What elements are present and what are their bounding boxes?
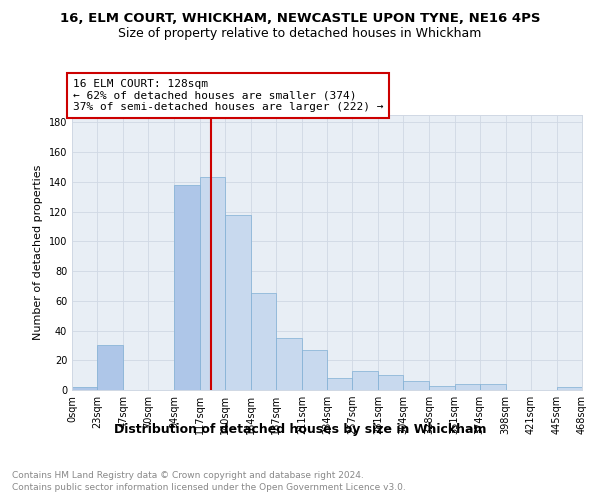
Bar bbox=[557, 387, 582, 390]
Bar bbox=[175, 185, 200, 390]
Bar bbox=[403, 381, 430, 390]
Bar bbox=[199, 178, 224, 390]
Text: Distribution of detached houses by size in Whickham: Distribution of detached houses by size … bbox=[114, 422, 486, 436]
Text: 16 ELM COURT: 128sqm
← 62% of detached houses are smaller (374)
37% of semi-deta: 16 ELM COURT: 128sqm ← 62% of detached h… bbox=[73, 79, 383, 112]
Bar bbox=[455, 384, 479, 390]
Text: Contains HM Land Registry data © Crown copyright and database right 2024.: Contains HM Land Registry data © Crown c… bbox=[12, 471, 364, 480]
Bar bbox=[430, 386, 455, 390]
Text: 16, ELM COURT, WHICKHAM, NEWCASTLE UPON TYNE, NE16 4PS: 16, ELM COURT, WHICKHAM, NEWCASTLE UPON … bbox=[60, 12, 540, 26]
Text: Contains public sector information licensed under the Open Government Licence v3: Contains public sector information licen… bbox=[12, 484, 406, 492]
Bar bbox=[72, 387, 97, 390]
Y-axis label: Number of detached properties: Number of detached properties bbox=[33, 165, 43, 340]
Bar bbox=[97, 346, 123, 390]
Text: Size of property relative to detached houses in Whickham: Size of property relative to detached ho… bbox=[118, 28, 482, 40]
Bar bbox=[276, 338, 302, 390]
Bar bbox=[251, 294, 276, 390]
Bar bbox=[352, 370, 378, 390]
Bar bbox=[479, 384, 506, 390]
Bar bbox=[378, 375, 403, 390]
Bar bbox=[224, 214, 251, 390]
Bar bbox=[327, 378, 352, 390]
Bar bbox=[302, 350, 327, 390]
